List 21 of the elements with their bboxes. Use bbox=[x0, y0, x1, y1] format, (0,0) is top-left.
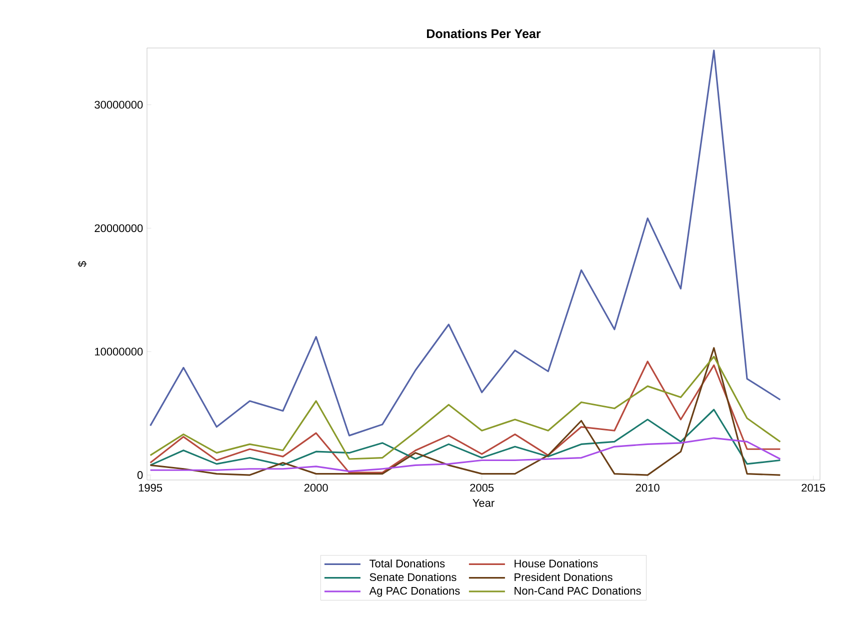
legend-label: Non-Cand PAC Donations bbox=[514, 586, 641, 595]
legend-label: Total Donations bbox=[370, 559, 445, 568]
legend-label: House Donations bbox=[514, 559, 598, 568]
chart-title: Donations Per Year bbox=[427, 28, 541, 38]
y-tick-label: 20000000 bbox=[94, 224, 143, 232]
y-tick-label: 10000000 bbox=[95, 348, 143, 356]
x-tick-label: 1995 bbox=[138, 484, 162, 492]
x-tick-label: 2015 bbox=[802, 484, 826, 492]
line-series bbox=[150, 356, 782, 460]
x-axis-title: Year bbox=[472, 499, 494, 507]
y-tick-label: 30000000 bbox=[94, 100, 143, 109]
x-tick-label: 2000 bbox=[304, 484, 328, 492]
line-series bbox=[150, 408, 782, 466]
legend-label: Senate Donations bbox=[370, 572, 456, 582]
legend-label: President Donations bbox=[514, 572, 612, 582]
y-tick-label: 0 bbox=[137, 471, 143, 479]
legend-label: Ag PAC Donations bbox=[369, 586, 460, 597]
y-axis-title: $ bbox=[78, 261, 87, 267]
x-tick-label: 2005 bbox=[470, 484, 494, 492]
x-tick-label: 2010 bbox=[636, 484, 660, 492]
line-series bbox=[150, 50, 782, 436]
